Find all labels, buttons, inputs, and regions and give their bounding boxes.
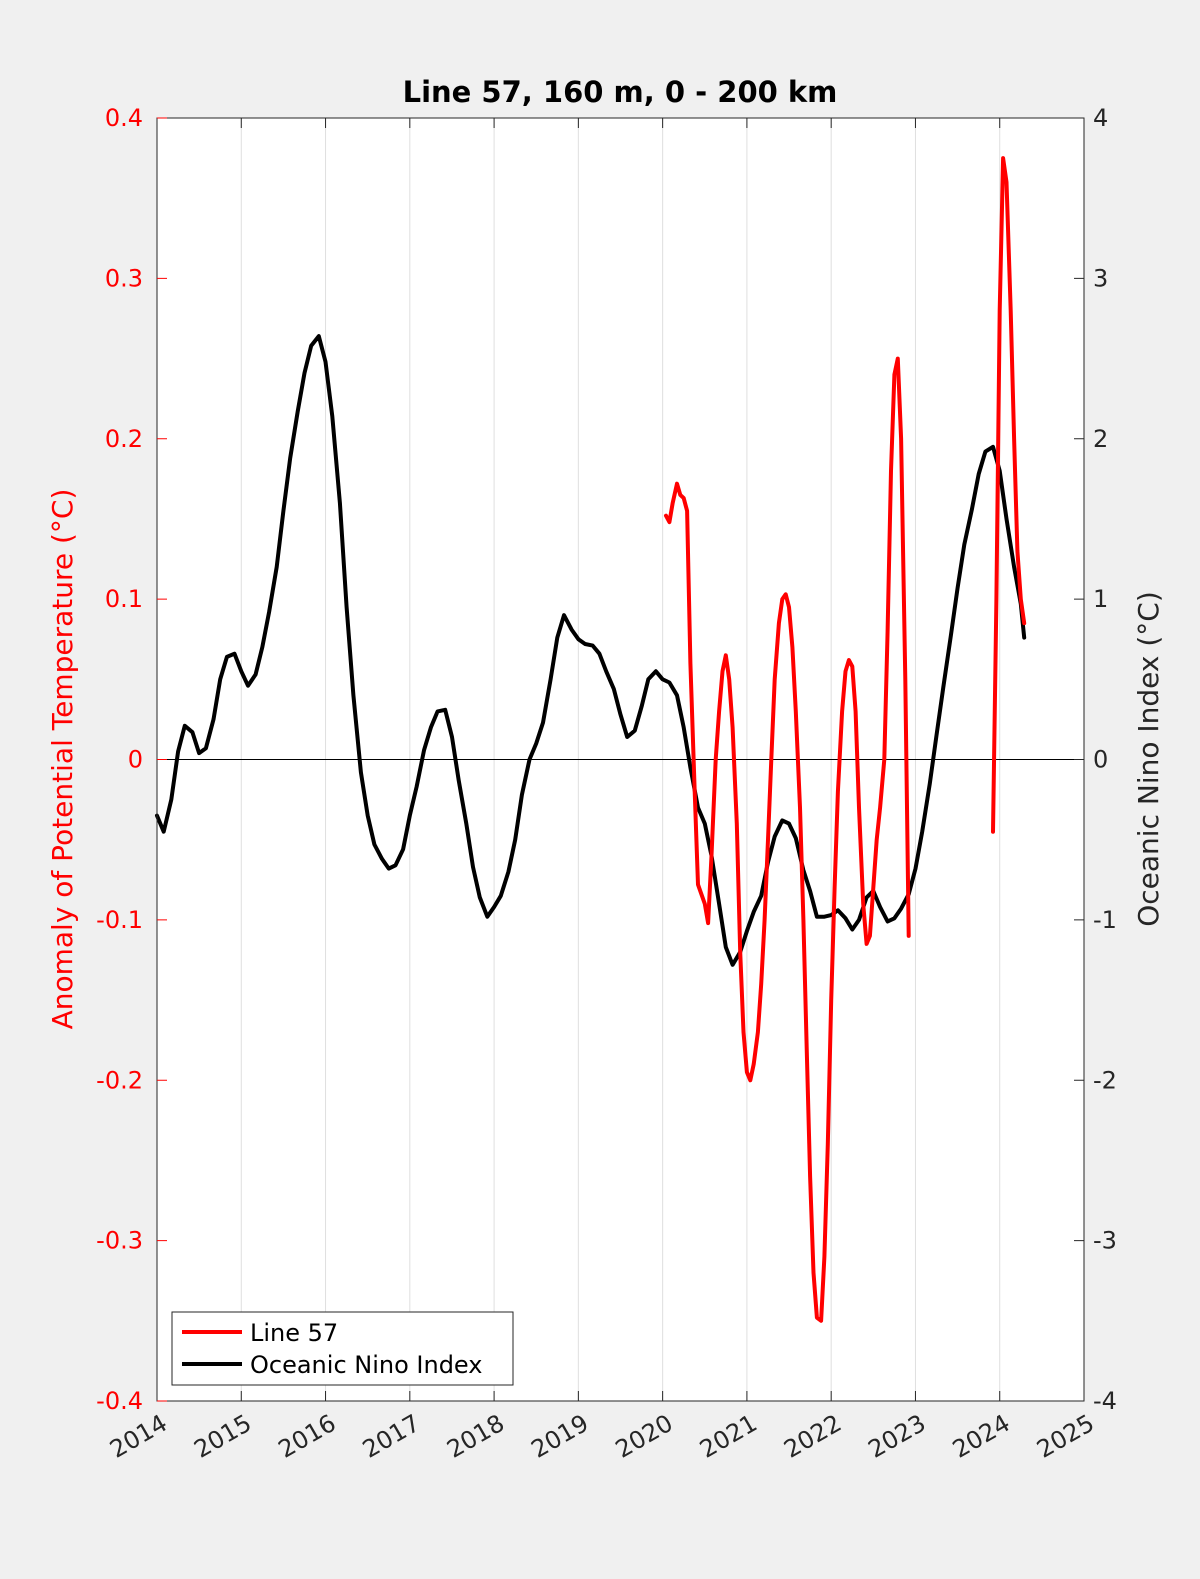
left-y-tick-label: 0.2 [105, 425, 143, 453]
right-y-tick-label: -1 [1093, 906, 1117, 934]
right-y-tick-label: -4 [1093, 1387, 1117, 1415]
left-y-tick-label: 0.3 [105, 264, 143, 292]
left-y-tick-label: 0.4 [105, 104, 143, 132]
right-y-tick-label: 0 [1093, 746, 1108, 774]
axis-ticks [156, 117, 1085, 1402]
right-y-tick-label: 3 [1093, 264, 1108, 292]
right-y-tick-label: 4 [1093, 104, 1108, 132]
right-y-tick-label: 2 [1093, 425, 1108, 453]
right-y-tick-label: -3 [1093, 1227, 1117, 1255]
series-line-oni-segment-0 [155, 334, 1027, 967]
chart-title: Line 57, 160 m, 0 - 200 km [403, 75, 838, 109]
left-y-tick-label: 0.1 [105, 585, 143, 613]
series-lines [155, 156, 1027, 1323]
right-y-axis-label: Oceanic Nino Index (°C) [1132, 591, 1165, 927]
left-y-tick-label: -0.3 [96, 1227, 143, 1255]
legend-box [171, 1311, 514, 1386]
left-y-tick-label: -0.4 [96, 1387, 143, 1415]
left-y-tick-labels: 0.4 0.3 0.2 0.1 0 -0.1 -0.2 -0.3 -0.4 [96, 104, 143, 1415]
legend-label-line57: Line 57 [250, 1319, 338, 1347]
legend: Line 57 Oceanic Nino Index [171, 1311, 514, 1386]
right-y-tick-label: -2 [1093, 1066, 1117, 1094]
left-y-tick-label: -0.1 [96, 906, 143, 934]
right-y-tick-labels: 4 3 2 1 0 -1 -2 -3 -4 [1093, 104, 1117, 1415]
legend-label-oni: Oceanic Nino Index [250, 1351, 482, 1379]
left-y-tick-label: -0.2 [96, 1066, 143, 1094]
series-line-line57-segment-1 [991, 156, 1027, 834]
series-line-line57-segment-0 [664, 356, 911, 1323]
left-y-axis-label: Anomaly of Potential Temperature (°C) [46, 489, 79, 1030]
right-y-tick-label: 1 [1093, 585, 1108, 613]
left-y-tick-label: 0 [128, 746, 143, 774]
